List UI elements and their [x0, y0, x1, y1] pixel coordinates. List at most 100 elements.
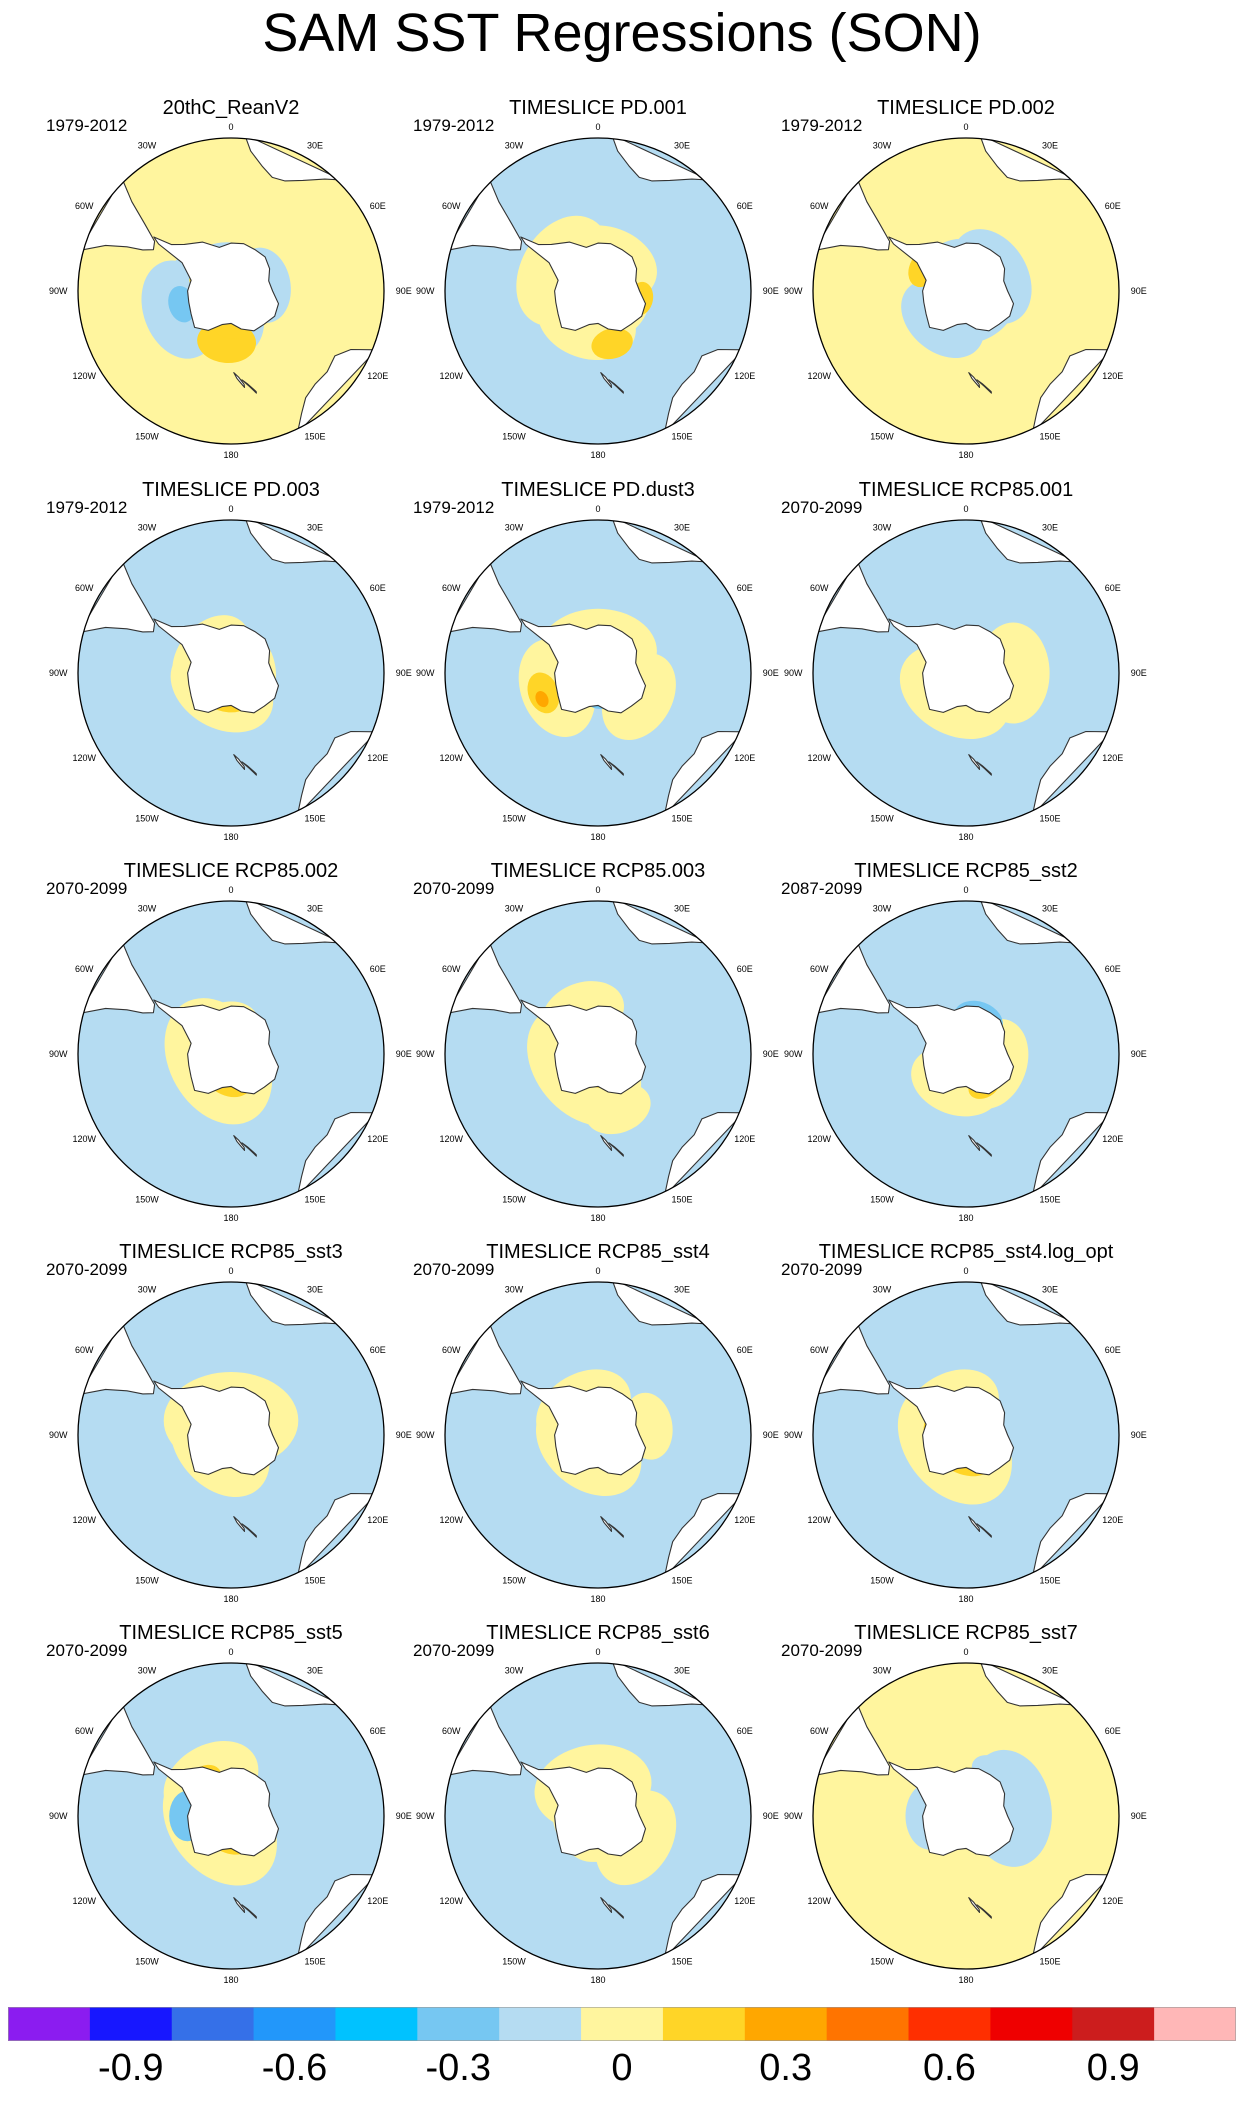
lon-label: 150E: [1039, 1957, 1060, 1967]
lon-label: 150W: [502, 814, 526, 824]
antarctica-land: [153, 236, 280, 332]
nz-south-land: [241, 761, 257, 776]
lon-label: 0: [963, 504, 968, 514]
lon-label: 0: [228, 885, 233, 895]
map-panel: TIMESLICE PD.002 1979-2012 0 30E 60E 90E 120E 1…: [771, 96, 1161, 466]
south-america-land: [445, 940, 523, 1014]
panel-period: 1979-2012: [46, 116, 128, 135]
lon-label: 120W: [72, 753, 96, 763]
colorbar-swatch: [253, 2007, 336, 2041]
lon-label: 120E: [367, 1515, 388, 1525]
lon-label: 90W: [784, 286, 803, 296]
colorbar-swatch: [990, 2007, 1073, 2041]
lon-label: 120E: [1102, 371, 1123, 381]
lon-label: 120W: [72, 1896, 96, 1906]
lon-label: 150W: [135, 1576, 159, 1586]
lon-label: 60W: [75, 964, 94, 974]
nz-north-land: [233, 1135, 246, 1151]
nz-north-land: [233, 372, 246, 388]
lon-label: 180: [590, 832, 605, 842]
lon-label: 150E: [304, 814, 325, 824]
lon-label: 150E: [1039, 814, 1060, 824]
lon-label: 120E: [367, 753, 388, 763]
lon-label: 60W: [442, 201, 461, 211]
lon-label: 90E: [763, 1811, 779, 1821]
lon-label: 90W: [49, 668, 68, 678]
south-america-land: [445, 1321, 523, 1395]
lon-label: 150W: [135, 814, 159, 824]
panel-title: TIMESLICE PD.001: [509, 97, 687, 119]
lon-label: 60W: [75, 1726, 94, 1736]
nz-south-land: [241, 1904, 257, 1919]
panel-title: 20thC_ReanV2: [162, 97, 300, 119]
lon-label: 180: [590, 1975, 605, 1985]
colorbar-swatch: [826, 2007, 910, 2041]
lon-label: 180: [590, 1213, 605, 1223]
colorbar-swatch: [89, 2007, 173, 2041]
lon-label: 60E: [737, 1726, 753, 1736]
panel-title: TIMESLICE PD.dust3: [501, 479, 695, 501]
polar-map: 0 30E 60E 90E 120E 150E 180 150W 120W 90W 60W 30W: [416, 1266, 779, 1604]
map-panel: TIMESLICE RCP85_sst7 2070-2099 0 30E 60E 90E 1…: [771, 1621, 1161, 1991]
australia-land: [663, 348, 745, 434]
map-border: [444, 1281, 752, 1589]
map-panel: TIMESLICE RCP85_sst3 2070-2099 0 30E 60E 90E 1…: [36, 1240, 426, 1610]
south-america-land: [445, 177, 523, 251]
lon-label: 120W: [807, 1515, 831, 1525]
colorbar-swatch: [1072, 2007, 1155, 2041]
map-panel: 20thC_ReanV2 1979-2012 0 30E 60E 90E 120E 150E 1…: [36, 96, 426, 466]
nz-north-land: [968, 1135, 981, 1151]
lon-label: 180: [590, 1594, 605, 1604]
colorbar-swatch: [581, 2007, 664, 2041]
lon-label: 60W: [810, 583, 829, 593]
nz-north-land: [600, 1897, 613, 1913]
nz-south-land: [241, 1523, 257, 1538]
lon-label: 30E: [674, 904, 690, 914]
lon-label: 0: [963, 1266, 968, 1276]
lon-label: 180: [958, 450, 973, 460]
map-panel: TIMESLICE PD.dust3 1979-2012 0 30E 60E 90E 120…: [403, 478, 793, 848]
map-border: [444, 519, 752, 827]
nz-north-land: [968, 1897, 981, 1913]
lon-label: 0: [228, 1266, 233, 1276]
map-border: [444, 137, 752, 445]
panel-period: 2070-2099: [781, 1641, 863, 1660]
nz-north-land: [600, 754, 613, 770]
lon-label: 180: [958, 1213, 973, 1223]
map-border: [812, 519, 1120, 827]
lon-label: 120W: [807, 1134, 831, 1144]
polar-map: 0 30E 60E 90E 120E 150E 180 150W 120W 90W 60W 30W: [49, 504, 412, 842]
lon-label: 150W: [502, 1576, 526, 1586]
lon-label: 120E: [1102, 1515, 1123, 1525]
lon-label: 180: [590, 450, 605, 460]
lon-label: 120E: [734, 1896, 755, 1906]
lon-label: 60W: [810, 964, 829, 974]
map-border: [77, 900, 385, 1208]
lon-label: 0: [228, 1647, 233, 1657]
lon-label: 60W: [75, 1345, 94, 1355]
antarctica-land: [520, 618, 647, 714]
lon-label: 180: [223, 1975, 238, 1985]
lon-label: 90W: [784, 668, 803, 678]
nz-north-land: [600, 1135, 613, 1151]
panel-title: TIMESLICE PD.002: [877, 97, 1055, 119]
lon-label: 0: [963, 1647, 968, 1657]
lon-label: 90E: [763, 1430, 779, 1440]
panel-title: TIMESLICE RCP85_sst7: [854, 1622, 1078, 1644]
australia-land: [1031, 730, 1113, 816]
lon-label: 60E: [370, 964, 386, 974]
lon-label: 180: [958, 1975, 973, 1985]
lon-label: 180: [223, 450, 238, 460]
colorbar-tick-label: -0.3: [425, 2047, 491, 2089]
nz-south-land: [608, 379, 624, 394]
colorbar-tick-label: 0: [611, 2047, 633, 2089]
antarctica-land: [888, 618, 1015, 714]
lon-label: 30E: [674, 523, 690, 533]
lon-label: 150E: [671, 1195, 692, 1205]
lon-label: 30W: [138, 141, 157, 151]
panel-period: 2070-2099: [413, 1260, 495, 1279]
panel-period: 2070-2099: [46, 1260, 128, 1279]
antarctica-land: [153, 999, 280, 1095]
nz-south-land: [608, 761, 624, 776]
lon-label: 150E: [304, 1957, 325, 1967]
